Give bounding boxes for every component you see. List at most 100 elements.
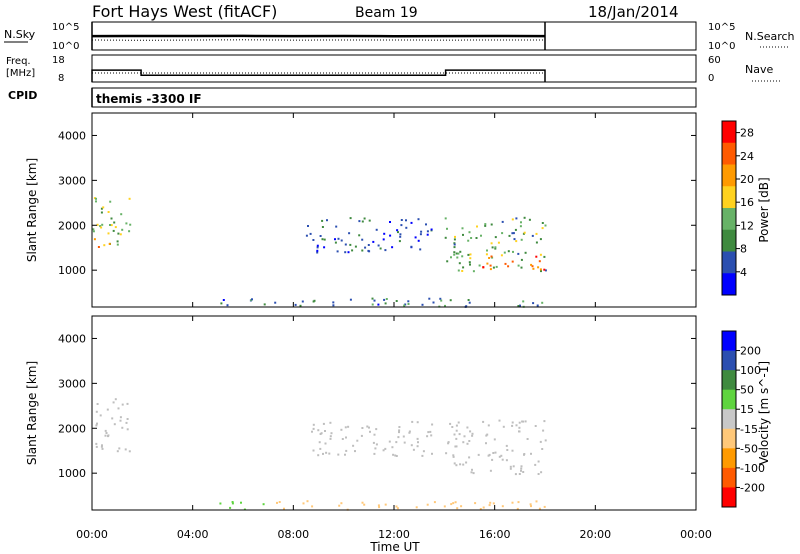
scatter-cell xyxy=(316,244,319,247)
scatter-cell xyxy=(99,225,102,228)
scatter-cell xyxy=(541,222,544,224)
y-tick-label: 3000 xyxy=(58,174,86,187)
scatter-cell xyxy=(391,446,394,449)
freq-left-tick-top: 18 xyxy=(52,55,65,66)
scatter-cell xyxy=(544,269,547,272)
scatter-cell xyxy=(523,216,526,219)
scatter-cell xyxy=(511,232,514,235)
scatter-cell xyxy=(219,502,222,505)
scatter-cell xyxy=(336,250,339,253)
scatter-cell xyxy=(520,465,523,468)
scatter-cell xyxy=(347,251,350,254)
scatter-cell xyxy=(96,403,99,405)
scatter-cell xyxy=(116,240,119,243)
scatter-cell xyxy=(449,299,452,302)
scatter-cell xyxy=(113,423,116,426)
scatter-cell xyxy=(107,211,110,213)
scatter-cell xyxy=(512,232,515,235)
scatter-cell xyxy=(520,238,523,241)
scatter-cell xyxy=(426,435,429,438)
scatter-cell xyxy=(349,243,352,246)
scatter-cell xyxy=(491,246,494,249)
y-tick-label: 4000 xyxy=(58,332,86,345)
scatter-cell xyxy=(384,249,387,252)
scatter-cell xyxy=(361,238,364,241)
scatter-cell xyxy=(97,246,100,248)
scatter-cell xyxy=(361,249,364,252)
scatter-cell xyxy=(526,438,529,440)
scatter-cell xyxy=(429,430,432,433)
scatter-cell xyxy=(395,300,398,302)
scatter-cell xyxy=(467,299,470,301)
scatter-cell xyxy=(539,440,542,443)
x-tick-label: 00:00 xyxy=(76,528,108,541)
scatter-cell xyxy=(116,243,119,246)
x-tick-label: 00:00 xyxy=(680,528,712,541)
scatter-cell xyxy=(340,502,343,505)
freq-panel-frame xyxy=(91,54,697,83)
scatter-cell xyxy=(340,428,343,431)
colorbar-tick-label: -200 xyxy=(740,481,765,494)
scatter-cell xyxy=(332,301,335,304)
scatter-cell xyxy=(345,436,347,439)
scatter-cell xyxy=(416,445,419,448)
colorbar-tick-label: -100 xyxy=(740,462,765,475)
scatter-cell xyxy=(540,270,542,273)
scatter-cell xyxy=(472,270,475,273)
scatter-cell xyxy=(120,213,123,216)
scatter-cell xyxy=(113,221,116,224)
scatter-cell xyxy=(340,239,343,242)
freq-left-tick-bottom: 8 xyxy=(58,73,64,84)
scatter-cell xyxy=(125,222,128,225)
scatter-cell xyxy=(398,431,400,434)
freq-right-tick-bottom: 0 xyxy=(708,73,714,84)
scatter-cell xyxy=(251,298,253,301)
scatter-cell xyxy=(373,299,376,302)
power-colorbar-label: Power [dB] xyxy=(757,177,771,242)
scatter-cell xyxy=(334,238,336,241)
scatter-cell xyxy=(394,454,397,457)
scatter-cell xyxy=(384,447,387,450)
scatter-cell xyxy=(377,504,380,507)
colorbar-frame xyxy=(721,330,737,508)
scatter-cell xyxy=(537,266,540,269)
nsky-label: N.Sky xyxy=(4,28,36,41)
scatter-cell xyxy=(459,463,462,466)
scatter-cell xyxy=(462,463,465,466)
scatter-cell xyxy=(410,245,413,248)
scatter-cell xyxy=(486,433,489,436)
scatter-cell xyxy=(455,437,458,440)
scatter-cell xyxy=(319,447,322,450)
scatter-cell xyxy=(453,246,456,249)
scatter-cell xyxy=(410,444,413,447)
scatter-cell xyxy=(364,246,367,249)
scatter-cell xyxy=(317,429,320,432)
scatter-cell xyxy=(373,452,376,455)
scatter-cell xyxy=(501,232,504,235)
scatter-cell xyxy=(491,256,494,259)
scatter-cell xyxy=(524,420,527,423)
scatter-cell xyxy=(444,236,447,239)
cpid-value: themis -3300 IF xyxy=(96,92,202,106)
scatter-cell xyxy=(351,249,354,252)
scatter-cell xyxy=(391,246,394,249)
velocity-ylabel: Slant Range [km] xyxy=(25,361,39,465)
scatter-cell xyxy=(385,298,388,300)
scatter-cell xyxy=(458,262,461,265)
scatter-cell xyxy=(522,232,525,235)
scatter-cell xyxy=(452,502,455,505)
scatter-cell xyxy=(469,257,472,260)
scatter-cell xyxy=(494,236,497,239)
velocity-colorbar-label: Velocity [m s^-1] xyxy=(757,361,771,465)
scatter-cell xyxy=(328,452,331,455)
scatter-cell xyxy=(400,224,403,227)
scatter-cell xyxy=(95,445,98,448)
scatter-cell xyxy=(455,464,458,467)
scatter-cell xyxy=(373,433,376,436)
scatter-cell xyxy=(492,502,495,505)
colorbar-tick-label: 12 xyxy=(740,219,754,232)
scatter-cell xyxy=(349,217,352,220)
scatter-cell xyxy=(324,430,326,432)
scatter-cell xyxy=(536,304,539,307)
scatter-cell xyxy=(511,421,514,424)
